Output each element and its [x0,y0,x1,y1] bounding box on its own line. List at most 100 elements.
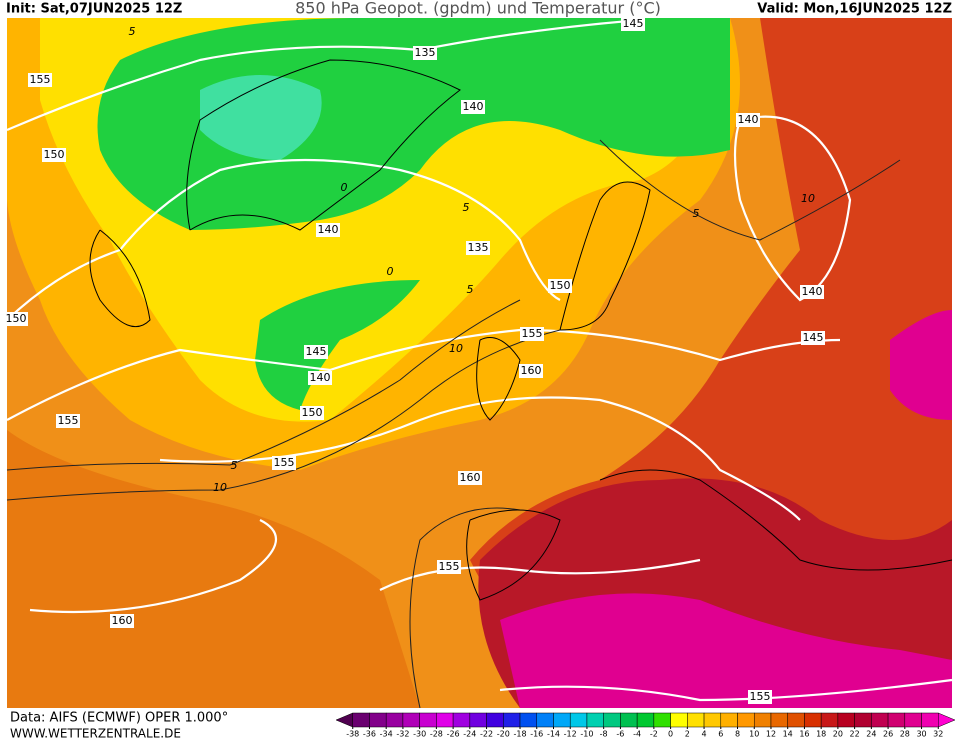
cold-area [97,18,730,230]
colorbar-box [804,712,822,728]
label-box [461,100,485,114]
label-box [42,148,66,162]
colorbar-box [486,712,504,728]
colorbar-box [737,712,755,728]
colorbar-tick-label: 26 [883,730,893,739]
colorbar-box [469,712,487,728]
colorbar-box [837,712,855,728]
label-box [621,17,645,31]
label-box [272,456,296,470]
colorbar-tick-label: -14 [547,730,560,739]
colorbar-box [419,712,437,728]
temperature-label: 5 [693,207,700,220]
colorbar-box [753,712,772,728]
map-title: 850 hPa Geopot. (gpdm) und Temperatur (°… [295,0,661,18]
warm-area [7,430,420,708]
colorbar-tick-label: 24 [866,730,876,739]
geopotential-label: 160 [521,364,542,377]
label-box [458,471,482,485]
temperature-label: 0 [387,265,394,278]
geopotential-label: 155 [750,690,771,703]
geopotential-label: 155 [30,73,51,86]
colorbar-box [820,712,839,728]
colorbar-tick-label: 18 [816,730,826,739]
colorbar-tick-label: 22 [850,730,860,739]
colorbar-tick-label: -24 [463,730,476,739]
colorbar-box [553,712,571,728]
geopotential-label: 145 [623,17,644,30]
geopotential-label: 155 [522,327,543,340]
geopotential-label: 140 [463,100,484,113]
geopotential-label: 155 [439,560,460,573]
init-time: Init: Sat,07JUN2025 12Z [6,2,182,17]
label-box [519,364,543,378]
website: WWW.WETTERZENTRALE.DE [10,727,181,741]
colorbar-box [871,712,889,728]
colorbar-tick-label: -16 [530,730,543,739]
geopotential-label: 160 [460,471,481,484]
colorbar-tick-label: -12 [564,730,577,739]
cold-tongue [255,280,420,410]
colorbar-box [586,712,604,728]
geopotential-contours [6,18,953,702]
temperature-label: 5 [463,201,470,214]
geopotential-label: 140 [310,371,331,384]
colorbar-box [770,712,788,728]
temperature-label: 10 [449,342,463,355]
colorbar-box [653,712,671,728]
colorbar-tick-label: 2 [685,730,690,739]
colorbar-box [921,712,939,728]
label-box [4,312,28,326]
label-box [304,345,328,359]
colorbar-tick-label: 30 [916,730,926,739]
colorbar-box [887,712,906,728]
colorbar-box [536,712,554,728]
colorbar-tick-label: -18 [513,730,526,739]
label-box [308,371,332,385]
label-box [520,327,544,341]
colorbar-tick-label: -4 [633,730,641,739]
colorbar-tick-label: 14 [783,730,793,739]
geopotential-label: 145 [803,331,824,344]
temperature-label: 10 [213,481,227,494]
colorbar-tick-label: 0 [668,730,673,739]
colorbar-tick-label: 20 [833,730,843,739]
label-box [56,414,80,428]
colorbar-box [703,712,722,728]
colorbar-tick-label: 4 [702,730,707,739]
colorbar-tick-label: -2 [650,730,658,739]
colorbar-box [854,712,872,728]
colorbar-tick-label: -34 [380,730,393,739]
colorbar-box [720,712,738,728]
geopotential-label: 135 [415,46,436,59]
colorbar-box [787,712,805,728]
coastlines [89,59,953,601]
colorbar-tick-label: -20 [497,730,510,739]
colorbar-box [636,712,655,728]
temperature-contours [6,139,901,709]
label-box [300,406,324,420]
colorbar-box [904,712,922,728]
colorbar-box [385,712,404,728]
temperature-label: 5 [129,25,136,38]
colorbar-tick-label: -32 [396,730,409,739]
colorbar: -38 -36 -34 -32 -30 -28 -26 -24 -22 -20 -18 -16 -14-… [335,712,956,739]
colorbar-tick-label: 6 [718,730,723,739]
temperature-label: 0 [341,181,348,194]
colorbar-box [603,712,621,728]
colorbar-tick-label: -36 [363,730,376,739]
extreme-heat-east [890,310,952,420]
label-box [801,331,825,345]
geopotential-label: 150 [302,406,323,419]
colorbar-tick-label: -10 [580,730,593,739]
colorbar-tick-label: -6 [616,730,624,739]
label-box [800,285,824,299]
colorbar-tick-label: 32 [933,730,943,739]
geopotential-label: 145 [306,345,327,358]
label-box [110,614,134,628]
coldest-area [200,75,322,160]
geopotential-label: 140 [318,223,339,236]
colorbar-tick-label: 8 [735,730,740,739]
geopotential-label: 150 [44,148,65,161]
